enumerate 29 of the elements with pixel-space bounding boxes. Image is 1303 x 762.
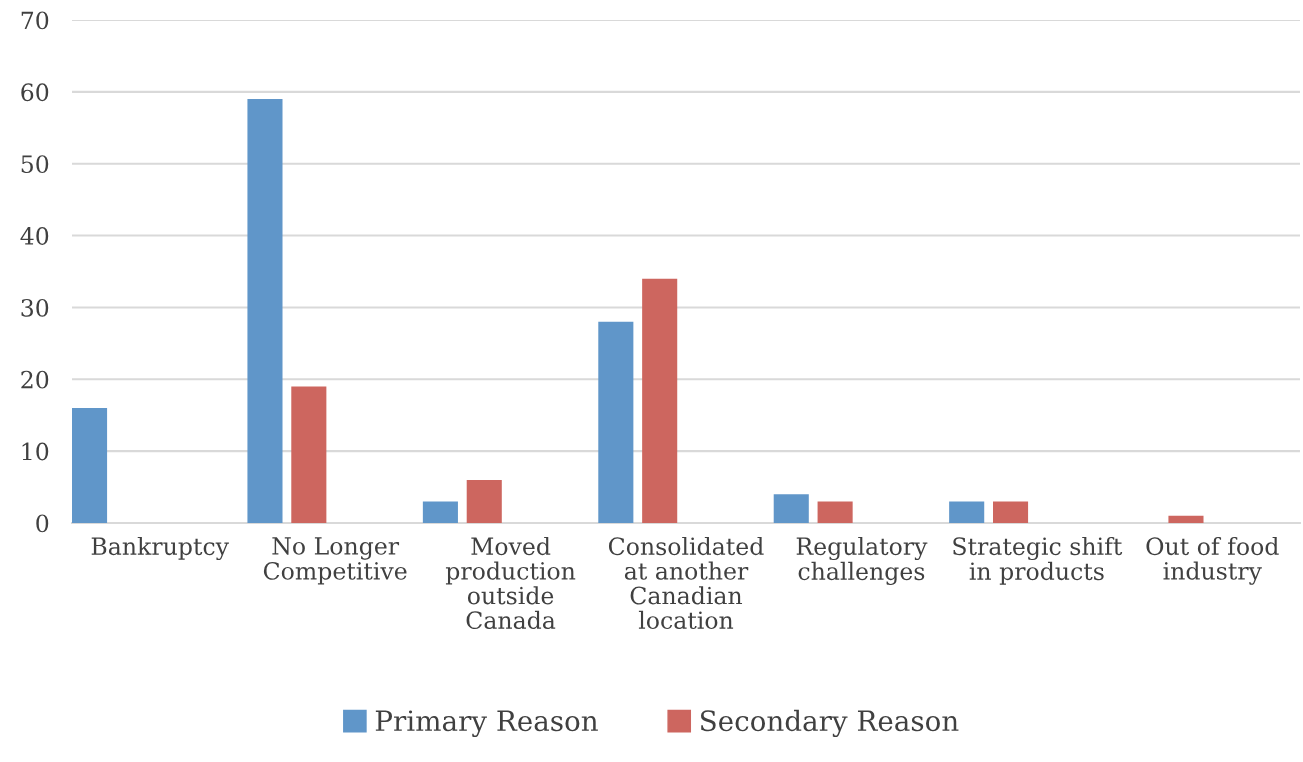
y-tick-label: 50 [21, 155, 49, 174]
x-tick-label: Bankruptcy [91, 536, 229, 561]
x-tick-label: Strategic shift in products [953, 536, 1123, 585]
y-tick-label: 0 [36, 514, 49, 533]
y-tick-label: 40 [20, 227, 49, 245]
x-tick-label: Regulatory challenges [796, 536, 928, 586]
bar [422, 501, 458, 523]
bar [993, 501, 1029, 523]
y-tick-label: 70 [21, 11, 49, 30]
bar [466, 479, 502, 523]
y-tick-label: 10 [22, 442, 49, 461]
y-tick-label: 30 [21, 298, 49, 317]
x-tick-label: Moved production outside Canada [445, 536, 576, 630]
x-tick-label: Out of food industry [1146, 536, 1279, 585]
bar [773, 494, 809, 523]
x-tick-label: No Longer Competitive [263, 537, 407, 585]
x-tick-label: Consolidated at another Canadian location [608, 536, 764, 630]
bar [817, 501, 853, 523]
bar [598, 321, 634, 523]
bar [247, 99, 283, 523]
y-tick-label: 60 [21, 83, 49, 102]
bar [291, 386, 327, 523]
legend-label: Primary Reason [375, 710, 598, 737]
y-tick-label: 20 [21, 370, 49, 389]
bar [949, 501, 985, 523]
bar [72, 408, 108, 523]
bar [1168, 515, 1204, 523]
legend-label: Secondary Reason [701, 709, 959, 737]
bar [642, 278, 678, 523]
